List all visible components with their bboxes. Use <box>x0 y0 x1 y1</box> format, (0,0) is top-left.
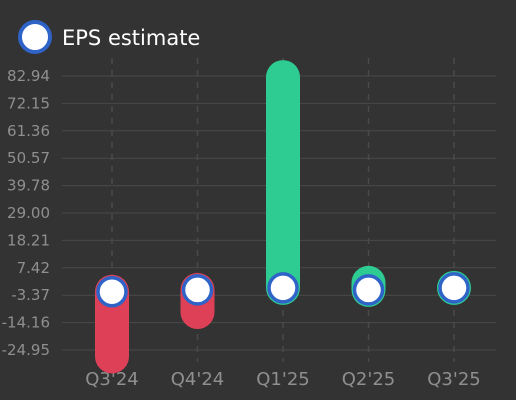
x-tick-label: Q1'25 <box>256 369 309 390</box>
y-tick-label: 82.94 <box>7 67 50 85</box>
eps-surprise-bar[interactable] <box>266 60 300 305</box>
legend-marker-icon <box>18 20 52 54</box>
eps-estimate-marker[interactable] <box>438 272 470 304</box>
x-tick-label: Q3'24 <box>85 369 138 390</box>
legend-label: EPS estimate <box>62 26 200 50</box>
y-tick-label: 18.21 <box>7 231 50 249</box>
x-tick-label: Q2'25 <box>342 369 395 390</box>
y-tick-label: -3.37 <box>11 286 50 304</box>
eps-estimate-marker[interactable] <box>96 275 128 308</box>
x-tick-label: Q4'24 <box>171 369 224 390</box>
y-tick-label: -14.16 <box>2 314 50 332</box>
eps-estimate-marker[interactable] <box>267 272 299 304</box>
y-tick-label: 50.57 <box>7 149 50 167</box>
y-tick-label: 61.36 <box>7 122 50 140</box>
y-tick-label: 39.78 <box>7 177 50 195</box>
y-axis-ticks: 82.94 72.15 61.36 50.57 39.78 29.00 18.21 7.42 -… <box>2 67 50 359</box>
y-tick-label: 7.42 <box>17 259 50 277</box>
x-axis-ticks: Q3'24 Q4'24 Q1'25 Q2'25 Q3'25 <box>85 369 480 390</box>
y-tick-label: 29.00 <box>7 204 50 222</box>
x-tick-label: Q3'25 <box>427 369 480 390</box>
legend[interactable]: EPS estimate <box>18 20 200 54</box>
y-tick-label: -24.95 <box>2 341 50 359</box>
eps-estimate-marker[interactable] <box>352 274 385 306</box>
eps-estimate-marker[interactable] <box>181 274 214 306</box>
y-tick-label: 72.15 <box>7 94 50 112</box>
estimate-markers <box>96 272 470 308</box>
